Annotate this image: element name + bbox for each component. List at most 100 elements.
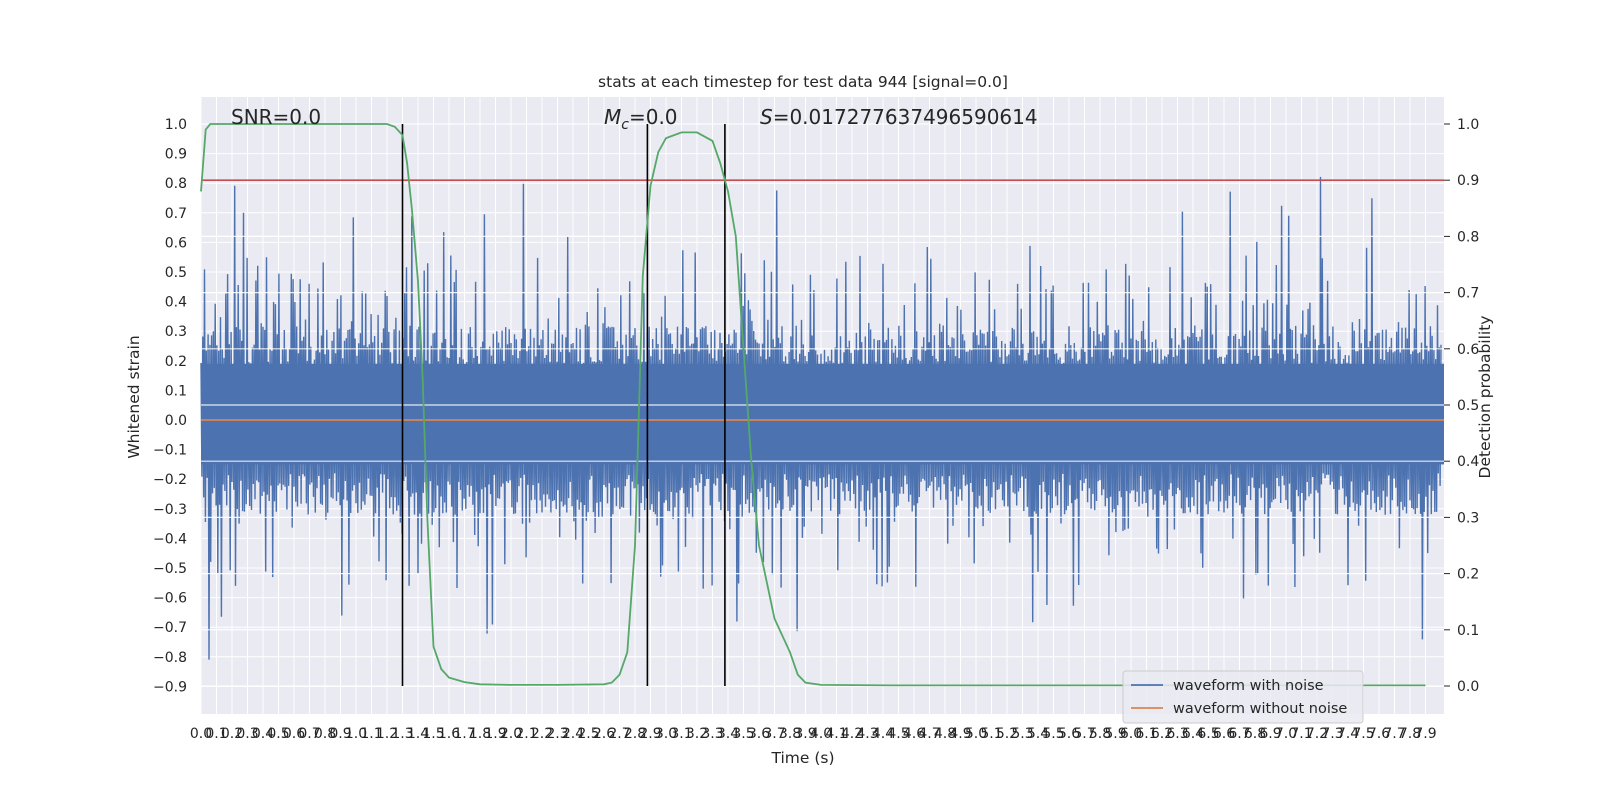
x-tick-label: 2.7 <box>608 726 630 742</box>
y2-axis-label: Detection probability <box>1476 316 1494 479</box>
x-tick-label: 2.2 <box>531 726 553 742</box>
x-tick-label: 0.5 <box>267 726 289 742</box>
x-tick-label: 4.3 <box>856 726 878 742</box>
x-tick-label: 3.3 <box>701 726 723 742</box>
x-tick-label: 1.6 <box>438 726 460 742</box>
x-tick-label: 6.6 <box>1213 726 1235 742</box>
x-tick-label: 6.2 <box>1151 726 1173 742</box>
x-tick-label: 6.4 <box>1182 726 1204 742</box>
x-tick-label: 4.4 <box>872 726 894 742</box>
x-tick-label: 1.7 <box>453 726 475 742</box>
x-tick-label: 5.8 <box>1089 726 1111 742</box>
waveform-with-noise-core <box>201 363 1444 465</box>
x-tick-label: 0.9 <box>329 726 351 742</box>
x-tick-label: 6.3 <box>1166 726 1188 742</box>
x-tick-label: 1.9 <box>484 726 506 742</box>
x-tick-label: 3.5 <box>732 726 754 742</box>
x-tick-label: 3.0 <box>655 726 677 742</box>
x-tick-label: 7.8 <box>1399 726 1421 742</box>
y-tick-label: −0.6 <box>153 591 187 607</box>
y-tick-label: 0.4 <box>165 295 187 311</box>
x-tick-label: 7.4 <box>1337 726 1359 742</box>
x-tick-label: 5.7 <box>1073 726 1095 742</box>
x-tick-label: 5.5 <box>1042 726 1064 742</box>
x-tick-label: 2.1 <box>515 726 537 742</box>
y-tick-label: −0.7 <box>153 620 187 636</box>
x-tick-label: 0.1 <box>205 726 227 742</box>
y-tick-label: 0.8 <box>165 176 187 192</box>
x-tick-label: 3.8 <box>779 726 801 742</box>
y2-tick-label: 0.2 <box>1457 567 1479 583</box>
x-tick-label: 0.4 <box>252 726 274 742</box>
x-tick-label: 7.6 <box>1368 726 1390 742</box>
x-tick-label: 7.5 <box>1352 726 1374 742</box>
x-tick-label: 3.6 <box>748 726 770 742</box>
y-tick-label: −0.5 <box>153 561 187 577</box>
chirp-mass-symbol: M <box>604 105 621 129</box>
x-tick-label: 5.3 <box>1011 726 1033 742</box>
x-tick-label: 6.8 <box>1244 726 1266 742</box>
y-tick-label: 0.5 <box>165 265 187 281</box>
s-value: =0.017277637496590614 <box>773 105 1038 129</box>
s-annotation: S=0.017277637496590614 <box>760 105 1038 129</box>
y-tick-label: 0.2 <box>165 354 187 370</box>
y-tick-label: −0.1 <box>153 443 187 459</box>
x-tick-label: 6.1 <box>1135 726 1157 742</box>
x-axis-label: Time (s) <box>770 749 834 767</box>
chirp-mass-value: =0.0 <box>629 105 678 129</box>
x-tick-label: 4.9 <box>949 726 971 742</box>
x-tick-label: 1.2 <box>376 726 398 742</box>
legend-box <box>1122 670 1364 724</box>
x-tick-label: 4.6 <box>903 726 925 742</box>
x-tick-label: 7.7 <box>1383 726 1405 742</box>
x-tick-label: 6.7 <box>1228 726 1250 742</box>
x-tick-label: 3.9 <box>794 726 816 742</box>
x-tick-label: 2.3 <box>546 726 568 742</box>
x-tick-label: 5.6 <box>1058 726 1080 742</box>
axis-tick-labels: 0.00.10.20.30.40.50.60.70.80.91.01.11.21… <box>153 117 1479 742</box>
x-tick-label: 7.1 <box>1290 726 1312 742</box>
detection-probability-line <box>200 123 1426 687</box>
x-tick-label: 4.5 <box>887 726 909 742</box>
x-tick-label: 3.7 <box>763 726 785 742</box>
x-tick-label: 3.2 <box>686 726 708 742</box>
x-tick-label: 3.4 <box>717 726 739 742</box>
x-tick-label: 2.0 <box>500 726 522 742</box>
x-tick-label: 7.0 <box>1275 726 1297 742</box>
x-tick-label: 7.9 <box>1414 726 1436 742</box>
y-tick-label: −0.4 <box>153 531 187 547</box>
y-tick-label: −0.8 <box>153 650 187 666</box>
y-tick-label: 0.7 <box>165 206 187 222</box>
y2-tick-label: 0.8 <box>1457 229 1479 245</box>
chirp-mass-annotation: Mc=0.0 <box>604 105 678 133</box>
x-tick-label: 7.3 <box>1321 726 1343 742</box>
x-tick-label: 0.0 <box>190 726 212 742</box>
series-waveform-with-noise <box>200 176 1444 660</box>
x-tick-label: 2.8 <box>624 726 646 742</box>
chirp-mass-subscript: c <box>621 117 629 133</box>
x-tick-label: 6.0 <box>1120 726 1142 742</box>
y2-tick-label: 0.5 <box>1457 398 1479 414</box>
x-tick-label: 1.5 <box>422 726 444 742</box>
x-tick-label: 2.9 <box>639 726 661 742</box>
legend: waveform with noise waveform without noi… <box>1122 670 1364 724</box>
x-tick-label: 2.6 <box>593 726 615 742</box>
y2-tick-label: 0.7 <box>1457 286 1479 302</box>
y2-tick-label: 1.0 <box>1457 117 1479 133</box>
y2-tick-label: 0.3 <box>1457 510 1479 526</box>
overlay-lines <box>200 123 1444 687</box>
x-tick-label: 6.5 <box>1197 726 1219 742</box>
x-tick-label: 4.7 <box>918 726 940 742</box>
x-tick-label: 2.4 <box>562 726 584 742</box>
x-tick-label: 4.2 <box>841 726 863 742</box>
x-tick-label: 4.1 <box>825 726 847 742</box>
x-tick-label: 5.4 <box>1027 726 1049 742</box>
s-symbol: S <box>760 105 773 129</box>
y2-tick-label: 0.9 <box>1457 173 1479 189</box>
snr-annotation: SNR=0.0 <box>231 105 321 129</box>
y-axis-label: Whitened strain <box>125 335 143 458</box>
x-tick-label: 0.8 <box>314 726 336 742</box>
x-tick-label: 0.2 <box>221 726 243 742</box>
y-tick-label: −0.2 <box>153 472 187 488</box>
